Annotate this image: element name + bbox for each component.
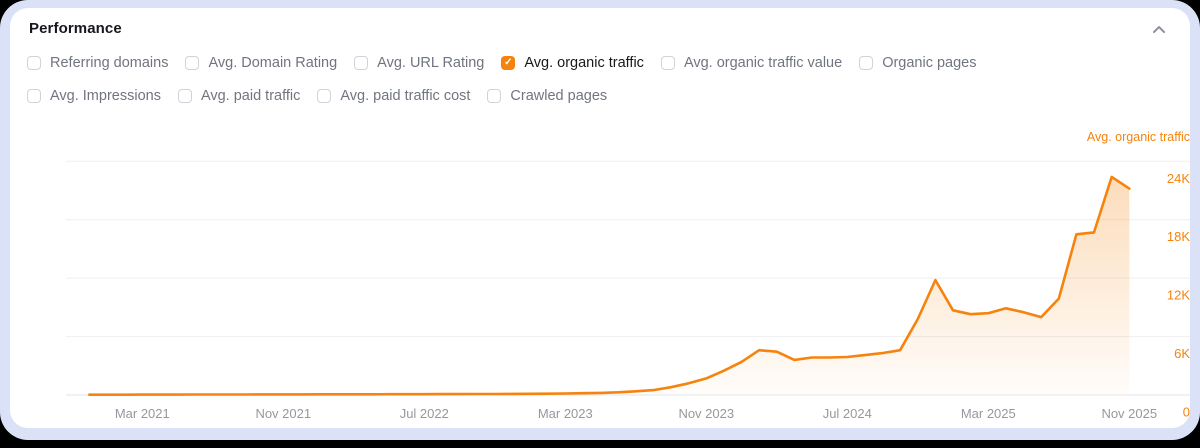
y-axis-label: 6K: [1174, 346, 1190, 361]
metric-label: Avg. paid traffic: [200, 88, 301, 104]
y-axis-label: 18K: [1167, 229, 1190, 244]
checkbox-icon: ✓: [354, 56, 369, 70]
checkbox-icon: ✓: [27, 89, 41, 103]
checkbox-icon: ✓: [317, 89, 332, 103]
metric-checkbox-avg-organic-traffic-value[interactable]: ✓ Avg. organic traffic value: [660, 55, 843, 71]
checkbox-icon: ✓: [859, 56, 874, 70]
metric-label: Avg. organic traffic: [524, 55, 644, 71]
metric-checkbox-avg-organic-traffic[interactable]: ✓ Avg. organic traffic: [501, 55, 644, 71]
checkbox-icon: ✓: [660, 56, 675, 70]
metric-checkbox-avg-url-rating[interactable]: ✓ Avg. URL Rating: [354, 55, 484, 71]
metric-checkbox-avg-impressions[interactable]: ✓ Avg. Impressions: [27, 88, 161, 104]
metric-label: Avg. Domain Rating: [208, 55, 338, 71]
checkbox-icon: ✓: [27, 56, 41, 70]
y-axis-label: 12K: [1167, 288, 1190, 303]
metric-checkbox-crawled-pages[interactable]: ✓ Crawled pages: [487, 88, 607, 104]
metric-label: Referring domains: [50, 55, 169, 71]
checkbox-checked-icon: ✓: [501, 56, 516, 70]
metric-label: Avg. organic traffic value: [683, 55, 843, 71]
y-axis-label: 0: [1183, 405, 1190, 420]
metric-label: Organic pages: [882, 55, 977, 71]
checkmark-icon: ✓: [504, 57, 513, 68]
x-axis-label: Mar 2021: [115, 406, 170, 421]
x-axis-label: Jul 2024: [823, 406, 872, 421]
checkbox-icon: ✓: [487, 89, 502, 103]
metric-checkbox-avg-paid-traffic-cost[interactable]: ✓ Avg. paid traffic cost: [317, 88, 470, 104]
metric-checkbox-organic-pages[interactable]: ✓ Organic pages: [859, 55, 977, 71]
page-title: Performance: [29, 20, 122, 37]
metric-checkbox-avg-domain-rating[interactable]: ✓ Avg. Domain Rating: [185, 55, 337, 71]
checkbox-icon: ✓: [185, 56, 200, 70]
x-axis-label: Mar 2025: [961, 406, 1016, 421]
metric-row-2: ✓ Avg. Impressions ✓ Avg. paid traffic ✓ Avg.…: [27, 85, 1170, 107]
y-axis-label: 24K: [1167, 171, 1190, 186]
metric-label: Avg. Impressions: [50, 88, 161, 104]
x-axis-label: Jul 2022: [400, 406, 449, 421]
x-axis-label: Nov 2021: [255, 406, 311, 421]
metric-checkbox-avg-paid-traffic[interactable]: ✓ Avg. paid traffic: [177, 88, 301, 104]
metric-toggles: ✓ Referring domains ✓ Avg. Domain Rating ✓ Av…: [27, 52, 1170, 118]
card-header: Performance: [29, 17, 1176, 41]
metric-label: Crawled pages: [510, 88, 608, 104]
checkbox-icon: ✓: [177, 89, 192, 103]
traffic-line: [88, 175, 1131, 396]
x-axis-label: Nov 2025: [1101, 406, 1157, 421]
metric-checkbox-referring-domains[interactable]: ✓ Referring domains: [27, 55, 168, 71]
area-fill: [89, 176, 1130, 395]
x-axis-label: Mar 2023: [538, 406, 593, 421]
x-axis-label: Nov 2023: [678, 406, 734, 421]
metric-row-1: ✓ Referring domains ✓ Avg. Domain Rating ✓ Av…: [27, 52, 1170, 74]
chevron-up-icon[interactable]: [1150, 21, 1168, 39]
metric-label: Avg. URL Rating: [377, 55, 485, 71]
performance-card: Performance ✓ Referring domains ✓ Avg. Doma…: [10, 8, 1190, 428]
chart-series-title: Avg. organic traffic: [1087, 130, 1190, 144]
metric-label: Avg. paid traffic cost: [340, 88, 471, 104]
